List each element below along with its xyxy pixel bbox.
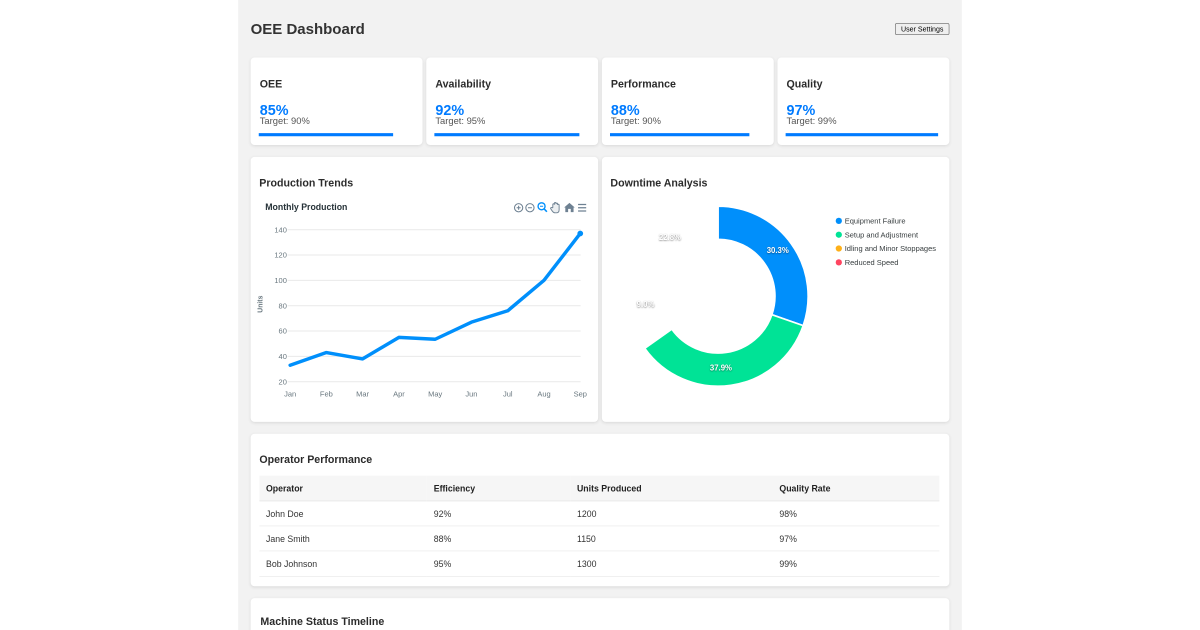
svg-text:140: 140 bbox=[274, 225, 287, 234]
svg-text:20: 20 bbox=[279, 377, 287, 386]
svg-text:Equipment Failure: Equipment Failure bbox=[845, 217, 906, 226]
svg-text:100: 100 bbox=[274, 276, 287, 285]
svg-text:May: May bbox=[428, 389, 442, 398]
svg-text:60: 60 bbox=[279, 327, 287, 336]
svg-text:Sep: Sep bbox=[574, 389, 587, 398]
svg-text:Apr: Apr bbox=[393, 389, 405, 398]
svg-text:Idling and Minor Stoppages: Idling and Minor Stoppages bbox=[845, 244, 937, 253]
svg-text:9.0%: 9.0% bbox=[637, 300, 655, 309]
svg-text:Reduced Speed: Reduced Speed bbox=[845, 258, 899, 267]
svg-text:37.9%: 37.9% bbox=[710, 364, 732, 373]
svg-text:80: 80 bbox=[279, 301, 287, 310]
svg-text:Jul: Jul bbox=[503, 389, 513, 398]
svg-text:Mar: Mar bbox=[356, 389, 369, 398]
svg-text:Feb: Feb bbox=[320, 389, 333, 398]
svg-text:Jun: Jun bbox=[465, 389, 477, 398]
svg-text:120: 120 bbox=[274, 251, 287, 260]
svg-text:22.8%: 22.8% bbox=[659, 233, 681, 242]
svg-text:40: 40 bbox=[279, 352, 287, 361]
svg-text:30.3%: 30.3% bbox=[767, 246, 789, 255]
svg-text:Jan: Jan bbox=[284, 389, 296, 398]
svg-text:Setup and Adjustment: Setup and Adjustment bbox=[845, 230, 919, 239]
svg-text:Aug: Aug bbox=[537, 389, 550, 398]
svg-text:Units: Units bbox=[258, 295, 265, 312]
